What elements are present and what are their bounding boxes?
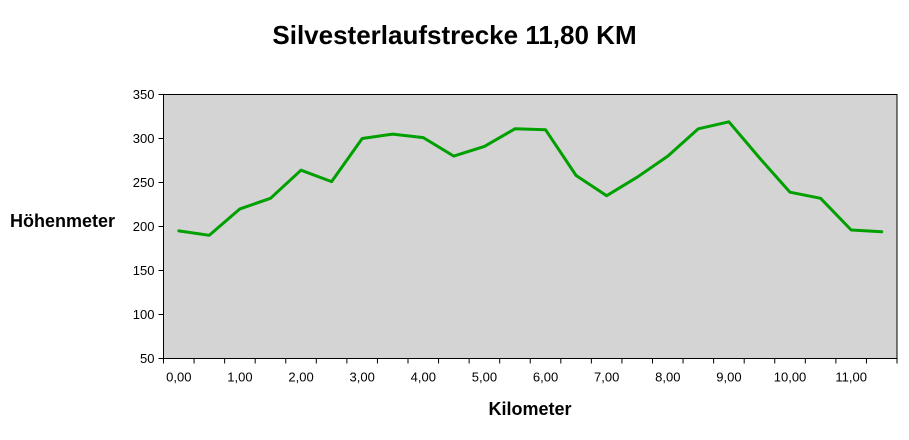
chart-title: Silvesterlaufstrecke 11,80 KM (272, 20, 637, 50)
y-tick-label: 350 (133, 87, 155, 102)
x-tick-label: 11,00 (835, 370, 867, 385)
x-tick-label: 6,00 (533, 370, 558, 385)
x-tick-label: 5,00 (472, 370, 497, 385)
x-tick-label: 4,00 (411, 370, 436, 385)
x-tick-label: 7,00 (594, 370, 619, 385)
y-axis-title: Höhenmeter (10, 211, 116, 231)
x-tick-label: 1,00 (227, 370, 252, 385)
x-tick-label: 8,00 (655, 370, 680, 385)
x-tick-label: 3,00 (350, 370, 375, 385)
x-tick-label: 9,00 (716, 370, 741, 385)
y-tick-label: 50 (140, 351, 154, 366)
x-tick-label: 2,00 (288, 370, 313, 385)
y-tick-label: 200 (133, 219, 155, 234)
x-tick-label: 10,00 (774, 370, 807, 385)
y-tick-label: 100 (133, 307, 155, 322)
y-tick-label: 250 (133, 175, 155, 190)
x-tick-label: 0,00 (166, 370, 191, 385)
y-tick-label: 300 (133, 131, 155, 146)
plot-area (163, 94, 898, 359)
y-tick-label: 150 (133, 263, 155, 278)
x-axis-title: Kilometer (488, 399, 572, 419)
elevation-line (177, 120, 884, 237)
